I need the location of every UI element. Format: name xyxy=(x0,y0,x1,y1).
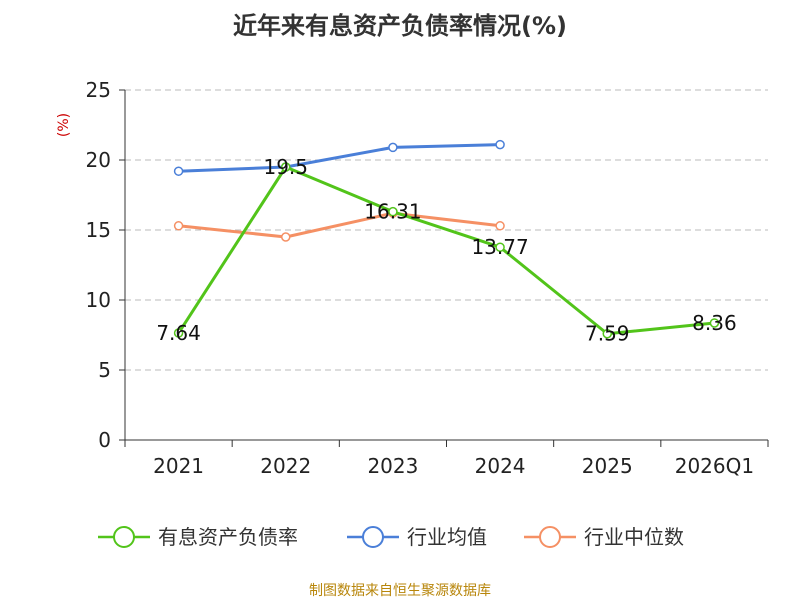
data-label-2022: 19.5 xyxy=(263,155,308,179)
legend-label-2: 行业中位数 xyxy=(584,525,684,549)
x-tick-label-2021: 2021 xyxy=(153,454,204,478)
legend-item-0: 有息资产负债率 xyxy=(98,525,298,549)
y-tick-label-0: 0 xyxy=(98,428,111,452)
series-line-1 xyxy=(178,143,501,173)
legend-marker-1 xyxy=(362,526,384,548)
x-tick-label-2023: 2023 xyxy=(367,454,418,478)
data-point-s1-2023 xyxy=(388,142,398,153)
y-tick-label-25: 25 xyxy=(86,78,111,102)
data-point-s0-2023 xyxy=(388,206,398,217)
y-tick-label-5: 5 xyxy=(98,358,111,382)
data-labels: 7.64 19.5 16.31 13.77 7.59 8.36 xyxy=(156,155,736,346)
series-line-2 xyxy=(178,211,501,239)
data-point-s1-2021 xyxy=(173,166,184,176)
data-label-2023: 16.31 xyxy=(364,200,421,224)
data-label-2024: 13.77 xyxy=(471,235,528,259)
chart-title: 近年来有息资产负债率情况(%) xyxy=(233,12,567,40)
data-label-2026Q1: 8.36 xyxy=(692,311,737,335)
data-point-s0-2022 xyxy=(281,162,291,172)
data-point-s0-2026Q1 xyxy=(709,318,720,328)
y-axis-unit: (%) xyxy=(56,113,72,137)
source-note: 制图数据来自恒生聚源数据库 xyxy=(309,583,491,599)
data-point-s1-2024 xyxy=(495,139,505,150)
data-label-2021: 7.64 xyxy=(156,321,201,345)
x-tick-label-2022: 2022 xyxy=(260,454,311,478)
y-tick-label-10: 10 xyxy=(86,288,111,312)
x-tick-label-2024: 2024 xyxy=(475,454,526,478)
legend-marker-0 xyxy=(113,526,135,548)
series-lines xyxy=(173,139,720,339)
data-point-s2-2022 xyxy=(281,232,291,242)
data-point-s0-2024 xyxy=(495,242,505,252)
y-tick-label-20: 20 xyxy=(86,148,111,172)
y-tick-label-15: 15 xyxy=(86,218,111,242)
legend-label-1: 行业均值 xyxy=(407,525,487,549)
legend-item-1: 行业均值 xyxy=(347,525,487,549)
data-point-s2-2024 xyxy=(495,221,505,231)
data-point-s0-2025 xyxy=(602,328,612,339)
legend-label-0: 有息资产负债率 xyxy=(158,525,298,549)
x-tick-label-2026Q1: 2026Q1 xyxy=(675,454,754,478)
data-point-s2-2021 xyxy=(173,221,184,231)
data-point-s0-2021 xyxy=(173,328,184,338)
legend: 有息资产负债率 行业均值 行业中位数 xyxy=(98,525,684,549)
data-label-2025: 7.59 xyxy=(585,322,630,346)
legend-marker-2 xyxy=(539,526,561,548)
x-tick-label-2025: 2025 xyxy=(582,454,633,478)
legend-item-2: 行业中位数 xyxy=(524,525,684,549)
series-line-0 xyxy=(177,165,715,336)
